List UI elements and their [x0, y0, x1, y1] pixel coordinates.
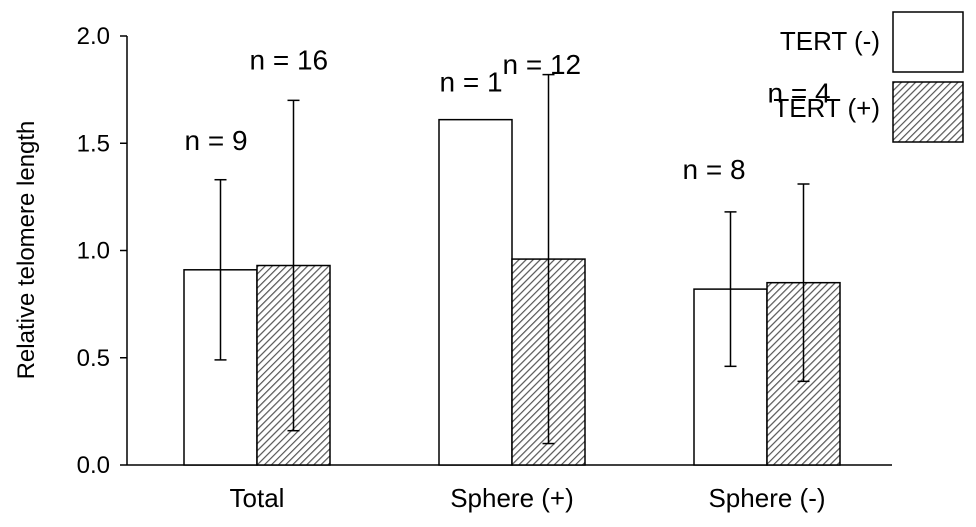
y-tick-label: 0.5 — [77, 345, 110, 372]
y-tick-label: 2.0 — [77, 23, 110, 50]
sample-size-label: n = 4 — [768, 78, 831, 109]
sample-size-labels: n = 9 n = 16 n = 1n = 12 n = 8 n = 4 — [185, 45, 831, 186]
sample-size-label: n = 12 — [503, 49, 582, 80]
legend: TERT (-) TERT (+) — [773, 11, 964, 143]
y-tick-label: 0.0 — [77, 452, 110, 479]
legend-label-tert-negative: TERT (-) — [780, 26, 880, 56]
sample-size-label: n = 9 — [185, 125, 248, 156]
x-axis-labels: Total Sphere (+) Sphere (-) — [230, 483, 826, 513]
error-bars-group — [214, 73, 810, 445]
legend-swatch-tert-negative — [892, 11, 964, 73]
y-tick-label: 1.5 — [77, 130, 110, 157]
sample-size-label: n = 8 — [683, 154, 746, 185]
y-tick-label: 1.0 — [77, 238, 110, 265]
bar-tert-negative — [438, 118, 513, 466]
sample-size-label: n = 16 — [250, 45, 329, 76]
legend-label-tert-positive: TERT (+) — [773, 93, 880, 123]
x-category-label: Total — [230, 483, 285, 513]
x-category-label: Sphere (+) — [450, 483, 574, 513]
y-axis-ticks: 0.0 0.5 1.0 1.5 2.0 — [77, 23, 127, 479]
legend-swatch-tert-positive — [892, 81, 964, 143]
sample-size-label: n = 1 — [440, 67, 503, 98]
x-category-label: Sphere (-) — [708, 483, 825, 513]
y-axis-title: Relative telomere length — [13, 121, 40, 380]
